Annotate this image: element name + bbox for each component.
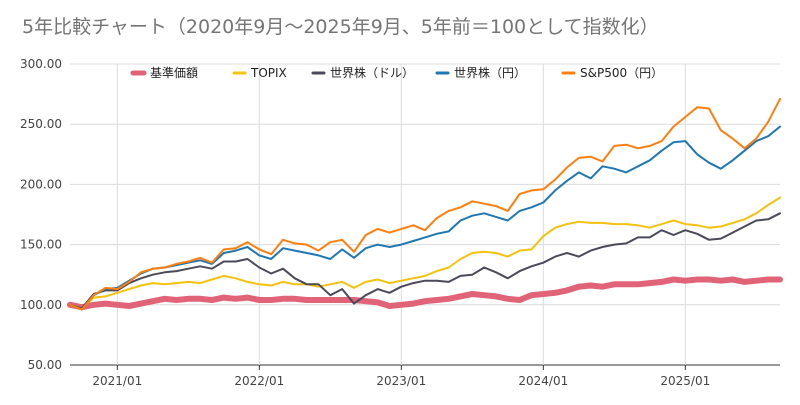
series-lines (67, 97, 783, 311)
legend-label: TOPIX (250, 66, 287, 80)
y-tick-label: 250.00 (20, 117, 62, 131)
series-line-1 (69, 196, 781, 310)
x-tick-label: 2021/01 (92, 374, 142, 388)
series-line-2 (69, 212, 781, 310)
series-line-3 (69, 125, 781, 311)
chart-title: 5年比較チャート（2020年9月〜2025年9月、5年前＝100として指数化） (22, 16, 659, 38)
series-line-4 (69, 97, 781, 311)
x-tick-label: 2022/01 (234, 374, 284, 388)
gridlines (70, 63, 780, 366)
axes: 50.00 100.00 150.00 200.00 250.00 300.00 2021/… (20, 57, 710, 388)
series-line-0 (67, 276, 783, 311)
legend-label: S&P500（円） (580, 66, 663, 80)
y-tick-label: 150.00 (20, 238, 62, 252)
legend-label: 世界株（ドル） (330, 65, 414, 80)
legend-label: 基準価額 (150, 65, 198, 80)
y-tick-label: 200.00 (20, 177, 62, 191)
legend-label: 世界株（円） (454, 65, 526, 80)
y-tick-label: 300.00 (20, 57, 62, 71)
legend: 基準価額 TOPIX 世界株（ドル） 世界株（円） S&P500（円） (130, 65, 663, 80)
x-tick-label: 2023/01 (376, 374, 426, 388)
y-tick-label: 100.00 (20, 298, 62, 312)
x-tick-label: 2025/01 (660, 374, 710, 388)
x-tick-label: 2024/01 (518, 374, 568, 388)
y-tick-label: 50.00 (28, 358, 62, 372)
